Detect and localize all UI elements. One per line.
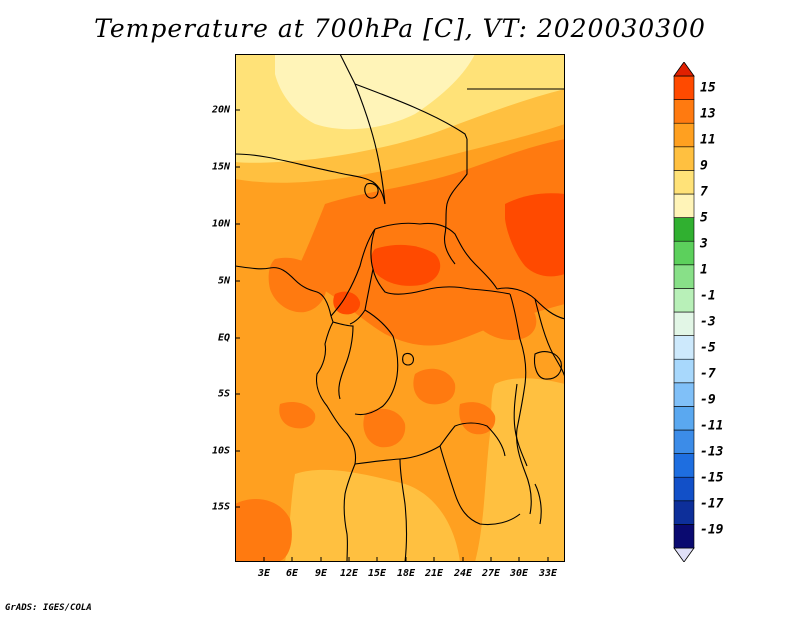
colorbar-segment (673, 193, 695, 218)
colorbar-label: 5 (700, 210, 708, 226)
colorbar-label: -3 (700, 314, 716, 330)
band-11-patch1 (363, 408, 406, 448)
plot-title: Temperature at 700hPa [C], VT: 202003030… (94, 14, 706, 43)
lake-victoria (533, 351, 562, 380)
lat-label: 10N (211, 218, 230, 230)
lake-tanganyika (513, 383, 528, 467)
colorbar-segment (673, 122, 695, 148)
river-congo-lake (402, 352, 414, 366)
border-zambia (439, 445, 521, 526)
colorbar-segment (673, 75, 695, 100)
colorbar-segment (673, 170, 695, 195)
colorbar-segment (673, 240, 695, 266)
colorbar-label: -1 (700, 288, 716, 304)
lat-label: 10S (211, 445, 230, 457)
colorbar-segment (673, 382, 695, 407)
colorbar-lower-arrow (673, 547, 695, 562)
colorbar-label: -5 (700, 340, 716, 356)
band-11-central (295, 139, 565, 346)
band-7-southeast (475, 378, 565, 562)
lon-label: 24E (453, 568, 473, 579)
border-gabon-congo (332, 321, 354, 400)
temperature-fill (235, 54, 565, 562)
colorbar-segment (673, 500, 695, 525)
lake-malawi (534, 483, 542, 525)
border-car-north (374, 222, 498, 290)
lake-chad (364, 182, 379, 199)
border-drc-south (354, 422, 506, 465)
lat-label: 15S (211, 501, 230, 513)
colorbar-label: 7 (700, 184, 708, 200)
border-libya-chad (354, 83, 468, 140)
lat-label: 15N (211, 161, 230, 173)
lat-label: EQ (217, 332, 230, 344)
lon-label: 27E (481, 568, 501, 579)
band-13-small (333, 291, 361, 315)
lon-label: 9E (314, 568, 328, 579)
colorbar-segment (673, 264, 695, 289)
axis-ticks (235, 109, 549, 562)
band-13-center (371, 244, 441, 286)
band-13-ne (505, 193, 565, 277)
colorbar-segment (673, 524, 695, 549)
colorbar-segment (673, 358, 695, 384)
coastline-west-africa (235, 265, 357, 562)
border-chad-niger (339, 54, 386, 205)
colorbar-segment (673, 311, 695, 336)
lon-label: 3E (257, 568, 271, 579)
colorbar-upper-arrow (673, 62, 695, 77)
lon-label: 15E (367, 568, 387, 579)
colorbar-label: -11 (700, 418, 724, 434)
colorbar-label: -13 (700, 444, 724, 460)
colorbar-segment (673, 453, 695, 478)
band-11-patch4 (279, 402, 316, 429)
border-nigeria-niger (235, 153, 386, 205)
band-11-patch6 (471, 296, 537, 341)
lon-label: 30E (509, 568, 529, 579)
color-bar (673, 62, 695, 562)
colorbar-segment (673, 146, 695, 171)
colorbar-segment (673, 406, 695, 431)
lon-label: 12E (339, 568, 359, 579)
map-canvas (235, 54, 565, 562)
band-11-patch2 (413, 368, 456, 405)
colorbar-label: 11 (700, 132, 716, 148)
lat-label: 5N (217, 275, 230, 287)
border-east (509, 293, 532, 515)
lon-label: 6E (285, 568, 299, 579)
colorbar-segment (673, 429, 695, 454)
colorbar-segment (673, 99, 695, 124)
colorbar-segment (673, 476, 695, 502)
lon-label: 33E (538, 568, 558, 579)
borders (235, 54, 565, 562)
lat-label: 20N (211, 104, 230, 116)
lon-label: 21E (424, 568, 444, 579)
colorbar-label: -7 (700, 366, 716, 382)
colorbar-label: 13 (700, 106, 716, 122)
border-chad-sudan (443, 139, 468, 265)
colorbar-label: -9 (700, 392, 716, 408)
colorbar-label: -17 (700, 496, 724, 512)
band-11-coast (268, 257, 327, 313)
border-car-south (370, 228, 511, 295)
colorbar-segment (673, 217, 695, 242)
band-11-patch5 (235, 499, 292, 562)
colorbar-segment (673, 288, 695, 313)
colorbar-segment (673, 335, 695, 360)
temperature-map (235, 54, 565, 562)
colorbar-label: 15 (700, 80, 716, 96)
colorbar-label: -15 (700, 470, 724, 486)
map-frame (235, 54, 565, 562)
grads-credit: GrADS: IGES/COLA (5, 603, 92, 613)
lat-label: 5S (217, 388, 230, 400)
lon-label: 18E (396, 568, 416, 579)
colorbar-label: 3 (700, 236, 708, 252)
border-angola-zambia (399, 458, 408, 562)
border-congo-drc (354, 309, 399, 416)
band-7-southwest (285, 469, 460, 562)
colorbar-label: 1 (700, 262, 708, 278)
colorbar-label: 9 (700, 158, 708, 174)
colorbar-label: -19 (700, 522, 724, 538)
